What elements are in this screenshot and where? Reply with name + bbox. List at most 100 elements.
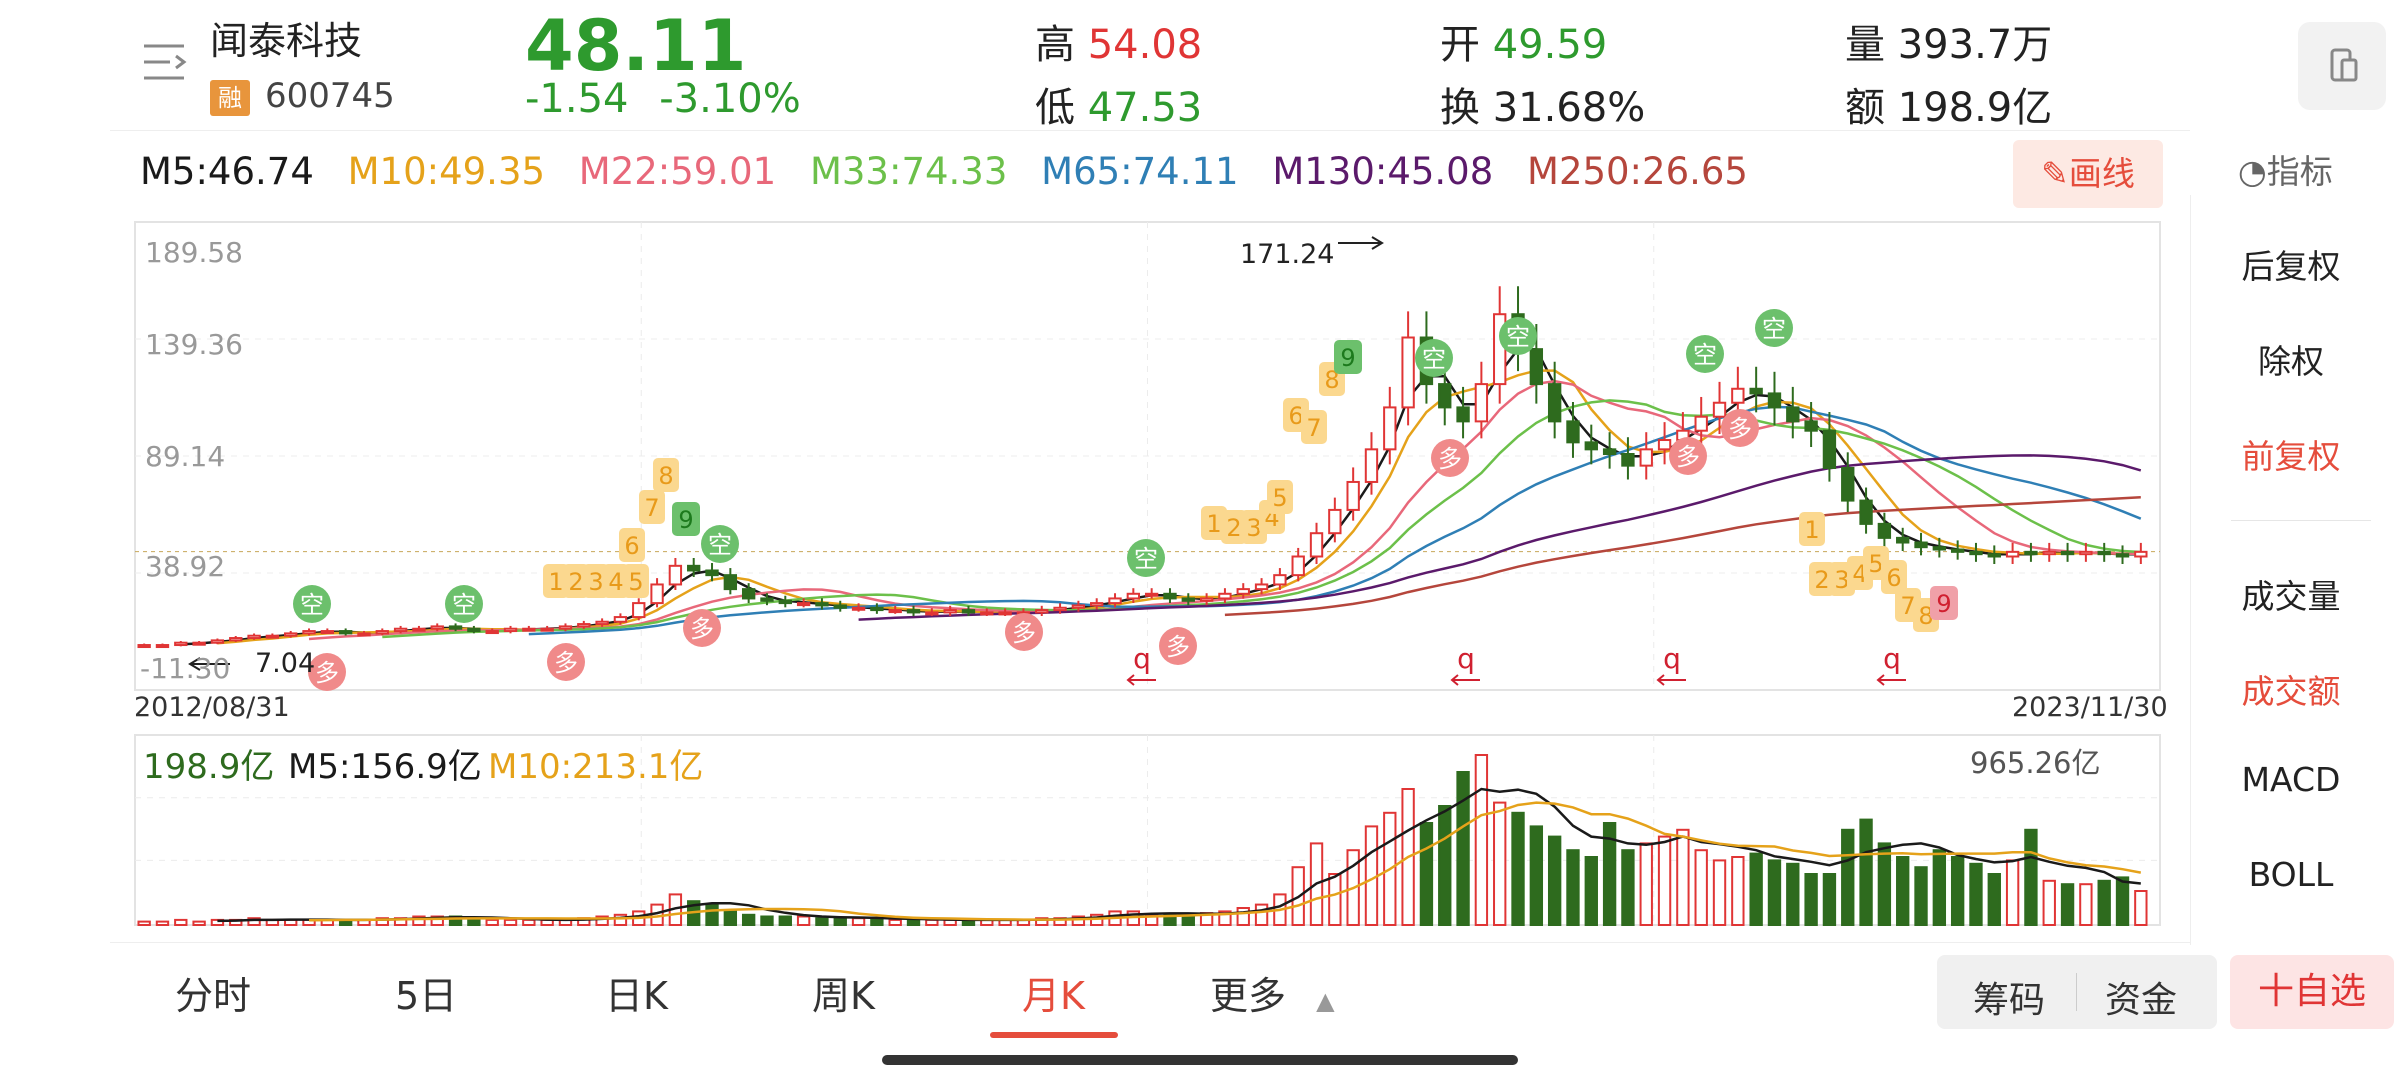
candle-body [1731,387,1745,404]
candle-body [2134,550,2148,558]
volume-bar [1767,859,1782,927]
landscape-toggle-button[interactable] [2298,22,2386,110]
low-value: 47.53 [1087,85,1203,131]
nine-marker-text: 9 [678,506,693,534]
candle-body [1896,536,1910,544]
candle-body [1346,480,1360,511]
long-marker-circle [1431,439,1469,477]
volume-bar [1254,903,1269,926]
volume-bar [247,917,261,927]
volume-bar [741,913,756,926]
count-marker-box [583,564,609,598]
tab-more-label: 更多 [1210,974,1287,1018]
menu-icon[interactable] [140,40,190,84]
indicator-volume-button[interactable]: 成交量 [2241,577,2341,616]
volume-value-label: 198.9亿 [143,747,274,787]
adjust-forward-button[interactable]: 前复权 [2241,437,2341,476]
candle-body [1841,466,1855,502]
candle-body [723,574,738,591]
count-marker-text: 6 [1886,564,1901,592]
indicator-boll-button[interactable]: BOLL [2248,855,2334,894]
ma-line-4 [528,405,2142,636]
volume-max-label: 965.26亿 [1970,746,2100,780]
candle-body [1822,429,1837,469]
candle-body [338,630,353,635]
candle-body [1932,546,1947,551]
volume-bar [1474,754,1489,926]
candle-body [1328,508,1342,535]
quote-turnover: 换 31.68% [1440,75,1645,133]
count-marker-text: 7 [644,494,659,522]
candle-body [705,569,719,577]
candle-body [210,639,225,644]
candle-body [1071,604,1086,609]
add-watchlist-button[interactable]: 十自选 [2230,955,2394,1029]
candle-body [1767,392,1782,409]
volume-bar [375,917,389,927]
nine-marker-box [1930,586,1958,620]
volume-bar [1071,915,1086,926]
volume-bar [705,903,719,926]
tab-weekly-k[interactable]: 周K [812,974,875,1018]
short-marker: 空 [1499,317,1537,355]
candle-body [1181,597,1195,602]
count-marker: 1 [1799,512,1825,546]
candle-body [1273,574,1287,586]
count-marker-box [623,564,649,598]
gauge-icon: ◔ [2238,152,2267,191]
long-marker-circle [1669,437,1707,475]
short-marker-text: 空 [708,531,732,559]
count-marker: 2 [1809,562,1835,596]
kline-chart[interactable]: 空空空 空空空空空多 多多多多多 多多1 2 3 4 56781 2 3 456 7812 3 4 5 67 8… [0,0,2190,940]
long-marker-text: 多 [1676,443,1700,471]
candle-body [448,625,463,630]
count-marker-text: 3 [1246,514,1261,542]
ma10-label: M10:49.35 [347,150,546,193]
volume-bar [1639,842,1653,927]
adjust-back-button[interactable]: 后复权 [2241,247,2341,286]
candle-body [980,611,994,616]
candle-body [192,641,206,646]
short-marker-circle [445,585,483,623]
volume-bar [430,915,444,926]
volume-average-lines [217,787,2142,923]
volume-bar [1035,917,1049,927]
candle-body [815,602,829,607]
indicator-amount-button[interactable]: 成交额 [2241,672,2341,711]
indicator-macd-button[interactable]: MACD [2241,760,2341,799]
candle-body [687,564,701,572]
candle-body [613,616,628,623]
volume-bar [1822,873,1837,926]
candle-body [1712,401,1727,418]
indicator-button[interactable]: ◔指标 [2238,145,2333,193]
draw-line-button[interactable]: ✎画线 [2013,140,2163,208]
candle-body [1749,387,1763,395]
min-price-label: 7.04 [255,648,315,679]
candle-body [357,632,371,637]
group-divider [2076,973,2077,1011]
count-marker-text: 2 [568,568,583,596]
tab-5day[interactable]: 5日 [395,974,458,1018]
long-marker: 多 [683,609,721,647]
turnover-value: 31.68% [1492,85,1646,131]
long-marker-text: 多 [1012,619,1036,647]
count-marker-text: 8 [658,462,673,490]
adjust-none-button[interactable]: 除权 [2258,342,2324,381]
long-marker-text: 多 [690,615,714,643]
tab-monthly-k[interactable]: 月K [1022,974,1085,1018]
count-marker-text: 3 [588,568,603,596]
volume-bar [833,917,847,927]
chips-button[interactable]: 筹码 [1973,980,2046,1021]
count-marker: 6 [1881,560,1907,594]
pencil-icon: ✎ [2041,154,2069,193]
funds-button[interactable]: 资金 [2105,980,2178,1021]
tab-daily-k[interactable]: 日K [605,974,668,1018]
tab-intraday[interactable]: 分时 [175,974,252,1018]
candle-body [906,609,921,614]
tab-more[interactable]: 更多 ▲ [1210,965,1335,1020]
volume-bar [2060,883,2075,927]
candle-body [1786,406,1800,423]
candle-body [375,630,389,635]
volume-bar [1859,818,1873,926]
stock-name[interactable]: 闻泰科技 [210,19,363,63]
